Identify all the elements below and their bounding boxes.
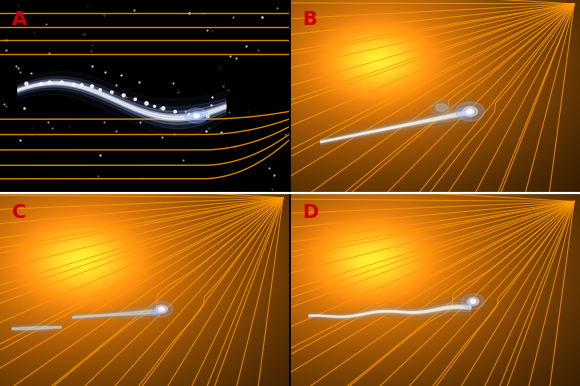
Circle shape [470,300,476,303]
Text: C: C [12,203,26,222]
Point [45,80,55,86]
Point [107,89,117,95]
Point [142,100,151,107]
Text: A: A [12,10,27,29]
Circle shape [194,114,200,118]
Point [150,103,160,109]
Point [37,81,46,87]
Circle shape [467,109,474,114]
Text: D: D [303,203,319,222]
Point [191,113,201,119]
Circle shape [430,100,453,115]
Point [77,82,86,88]
Point [171,108,180,115]
Point [184,112,194,118]
Circle shape [150,301,173,317]
Circle shape [185,108,208,124]
Point [88,83,97,90]
Circle shape [436,104,447,112]
Circle shape [463,107,477,116]
Point [96,87,105,93]
Circle shape [467,298,479,305]
Circle shape [456,102,485,121]
Point [130,96,140,102]
Point [22,81,31,87]
Point [57,79,67,85]
Circle shape [159,307,165,311]
Point [69,81,78,88]
Point [119,92,128,98]
Circle shape [462,294,485,309]
Circle shape [191,112,202,120]
Circle shape [156,305,168,313]
Point [159,105,168,112]
Point [203,113,212,119]
Text: B: B [303,10,317,29]
